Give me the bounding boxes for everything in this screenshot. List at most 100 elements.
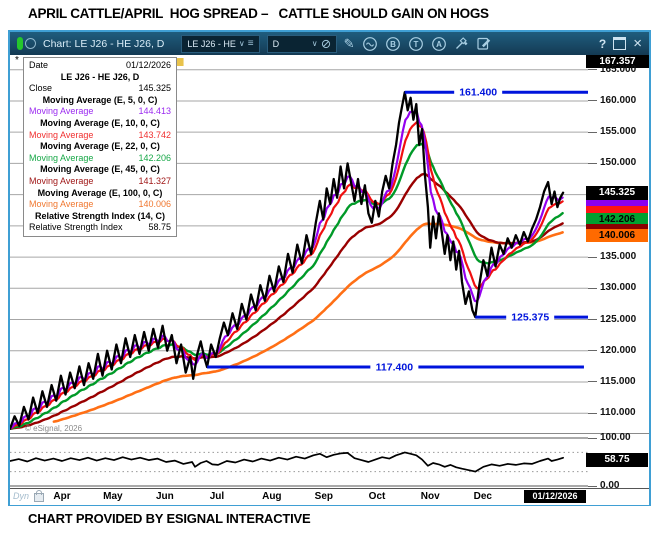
month-label: Aug <box>262 491 282 502</box>
price-tick-label: 115.000 <box>600 375 636 387</box>
menu-icon: ≡ <box>247 38 254 49</box>
month-label: Jun <box>156 491 174 502</box>
window-icon <box>613 37 627 50</box>
copyright-label: © eSignal, 2026 <box>25 424 83 433</box>
panel-divider[interactable] <box>10 433 649 434</box>
price-badge <box>586 224 648 229</box>
svg-text:117.400: 117.400 <box>376 361 414 373</box>
axis-tick <box>588 287 597 289</box>
price-tick-label: 165.000 <box>600 63 637 75</box>
chevron-down-icon: ∨ <box>311 39 318 48</box>
alerts-icon[interactable] <box>454 36 469 51</box>
bookmark-tag-icon[interactable] <box>174 58 184 66</box>
axis-tick <box>588 485 597 487</box>
tooltip-label: Date <box>29 60 49 70</box>
axis-tick <box>588 412 597 414</box>
help-button[interactable]: ? <box>598 36 607 51</box>
tooltip-label: Moving Average <box>29 199 94 210</box>
green-link-icon <box>17 37 23 50</box>
tooltip-section-header: Moving Average (E, 10, 0, C) <box>40 117 160 128</box>
tooltip-row: Moving Average 141.327 <box>29 176 171 188</box>
svg-text:B: B <box>390 40 396 49</box>
tooltip-row: Relative Strength Index 58.75 <box>29 222 171 234</box>
month-label: May <box>103 491 123 502</box>
svg-text:A: A <box>436 40 442 49</box>
axis-tick <box>588 162 597 164</box>
axis-tick <box>588 256 597 258</box>
price-tick-label: 110.000 <box>600 407 636 419</box>
restore-window-button[interactable] <box>613 37 627 50</box>
t-icon[interactable]: T <box>408 36 424 52</box>
dyn-label[interactable]: Dyn <box>13 491 30 501</box>
symbol-value: LE J26 - HE <box>187 38 236 49</box>
tooltip-value: 01/12/2026 <box>125 60 171 70</box>
rsi-tick-label: 100.00 <box>600 432 631 443</box>
axis-tick <box>588 100 597 102</box>
wave-icon[interactable] <box>362 36 378 52</box>
tooltip-section-header: Moving Average (E, 22, 0, C) <box>40 141 160 152</box>
axis-tick <box>588 350 597 352</box>
price-badge: 142.206 <box>586 213 648 224</box>
price-badge: 145.325 <box>586 186 648 200</box>
draw-icon[interactable]: ✎ <box>343 35 355 51</box>
footer-caption: CHART PROVIDED BY ESIGNAL INTERACTIVE <box>28 511 311 526</box>
tooltip-value: 143.742 <box>138 129 171 140</box>
tooltip-section-header: Moving Average (E, 100, 0, C) <box>37 187 163 198</box>
corner-marker: * <box>15 55 19 66</box>
tooltip-section-header: LE J26 - HE J26, D <box>60 71 140 82</box>
axis-tick <box>588 381 597 383</box>
price-tick-label: 125.000 <box>600 313 637 325</box>
window-title: Chart: LE J26 - HE J26, D <box>43 37 165 50</box>
close-button[interactable]: × <box>633 35 642 52</box>
tooltip-label: Moving Average <box>29 129 94 140</box>
tooltip-row: Moving Average 144.413 <box>29 106 171 118</box>
b-icon[interactable]: B <box>385 36 401 52</box>
link-ring-icon <box>25 38 36 49</box>
price-tick-label: 155.000 <box>600 126 637 138</box>
page-title: APRIL CATTLE/APRIL HOG SPREAD – CATTLE S… <box>28 6 489 21</box>
cursor-date-badge: 01/12/2026 <box>524 490 586 503</box>
chart-titlebar: Chart: LE J26 - HE J26, D LE J26 - HE ∨ … <box>10 32 649 55</box>
price-badge: 140.006 <box>586 229 648 242</box>
a-icon[interactable]: A <box>431 36 447 52</box>
notes-icon[interactable] <box>476 36 492 51</box>
month-label: Oct <box>368 491 386 502</box>
price-tick-label: 150.000 <box>600 157 637 169</box>
svg-text:161.400: 161.400 <box>459 87 497 99</box>
data-tooltip: Date 01/12/2026 LE J26 - HE J26, D Close 145… <box>23 57 177 237</box>
tooltip-row: Moving Average 142.206 <box>29 153 171 165</box>
tooltip-value: 140.006 <box>138 199 171 210</box>
month-label: Sep <box>314 491 334 502</box>
price-tick-label: 130.000 <box>600 282 637 294</box>
interval-select[interactable]: D ∨ <box>266 34 337 53</box>
rsi-value-badge: 58.75 <box>586 453 648 467</box>
tooltip-row: Moving Average 143.742 <box>29 130 171 142</box>
tooltip-label: Moving Average <box>29 106 94 117</box>
month-label: Dec <box>473 491 492 502</box>
price-badge <box>586 206 648 213</box>
price-axis[interactable]: 165.000160.000155.000150.000145.000140.0… <box>586 55 649 491</box>
tooltip-value: 142.206 <box>138 152 171 163</box>
tooltip-label: Moving Average <box>29 152 94 163</box>
link-status-indicator[interactable] <box>17 37 36 50</box>
svg-text:125.375: 125.375 <box>511 312 549 324</box>
tooltip-label: Close <box>29 83 53 94</box>
history-icon <box>321 39 330 48</box>
axis-tick <box>588 437 597 439</box>
price-tick-label: 135.000 <box>600 251 637 263</box>
tooltip-value: 144.413 <box>138 106 171 117</box>
tooltip-row: Date 01/12/2026 <box>29 60 171 72</box>
price-badge <box>586 200 648 206</box>
rsi-chart-svg[interactable] <box>10 433 588 488</box>
symbol-select[interactable]: LE J26 - HE ∨ ≡ <box>181 34 260 53</box>
price-tick-label: 160.000 <box>600 94 637 106</box>
time-axis[interactable]: Dyn 01/12/2026 Apr May Jun Jul Aug Sep Oct Nov D… <box>10 488 649 505</box>
tooltip-section-header: Relative Strength Index (14, C) <box>34 210 166 221</box>
lock-icon[interactable] <box>34 490 44 502</box>
chevron-down-icon: ∨ <box>238 39 245 48</box>
tooltip-label: Relative Strength Index <box>29 222 123 233</box>
tooltip-value: 145.325 <box>138 83 171 94</box>
axis-tick <box>588 131 597 133</box>
month-label: Nov <box>420 491 440 502</box>
tooltip-section-header: Moving Average (E, 45, 0, C) <box>40 164 160 175</box>
